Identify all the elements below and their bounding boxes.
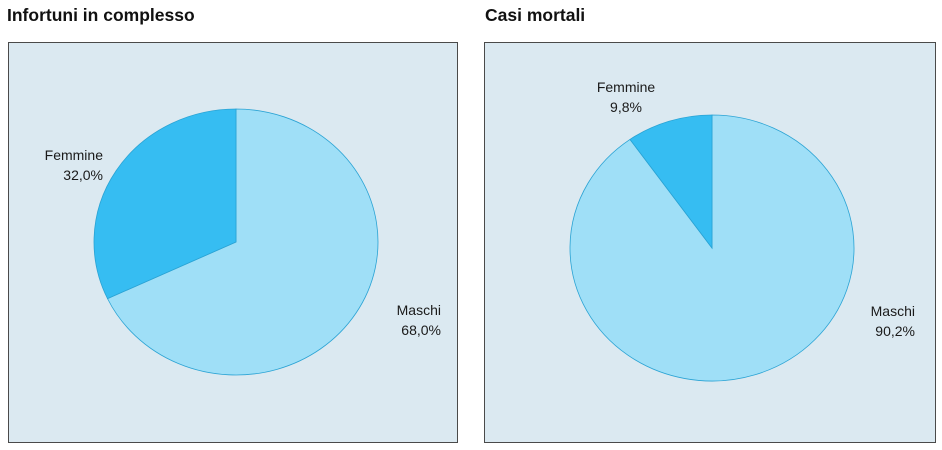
pie-chart-right [569,114,855,382]
slice-label: Femmine [44,147,103,163]
pie-slice-maschi [569,114,855,382]
label-maschi-left: Maschi 68,0% [379,300,441,340]
label-femmine-right: Femmine 9,8% [581,77,671,117]
label-femmine-left: Femmine 32,0% [27,145,103,185]
slice-label: Femmine [596,79,656,95]
pie-slice-maschi [106,108,379,376]
slice-label: Maschi [396,302,441,318]
pie-chart-left [93,108,379,376]
slice-value: 68,0% [401,322,441,338]
slice-value: 9,8% [610,99,642,115]
chart-title-right: Casi mortali [485,5,586,25]
slice-value: 90,2% [875,323,915,339]
pie-slice-femmine [93,108,237,300]
pie-slice-femmine [629,114,713,250]
chart-panel-left: Femmine 32,0% Maschi 68,0% [8,42,458,443]
slice-label: Maschi [870,303,915,319]
label-maschi-right: Maschi 90,2% [845,301,915,341]
chart-title-left: Infortuni in complesso [7,5,195,25]
slice-value: 32,0% [63,167,103,183]
chart-panel-right: Femmine 9,8% Maschi 90,2% [484,42,936,443]
